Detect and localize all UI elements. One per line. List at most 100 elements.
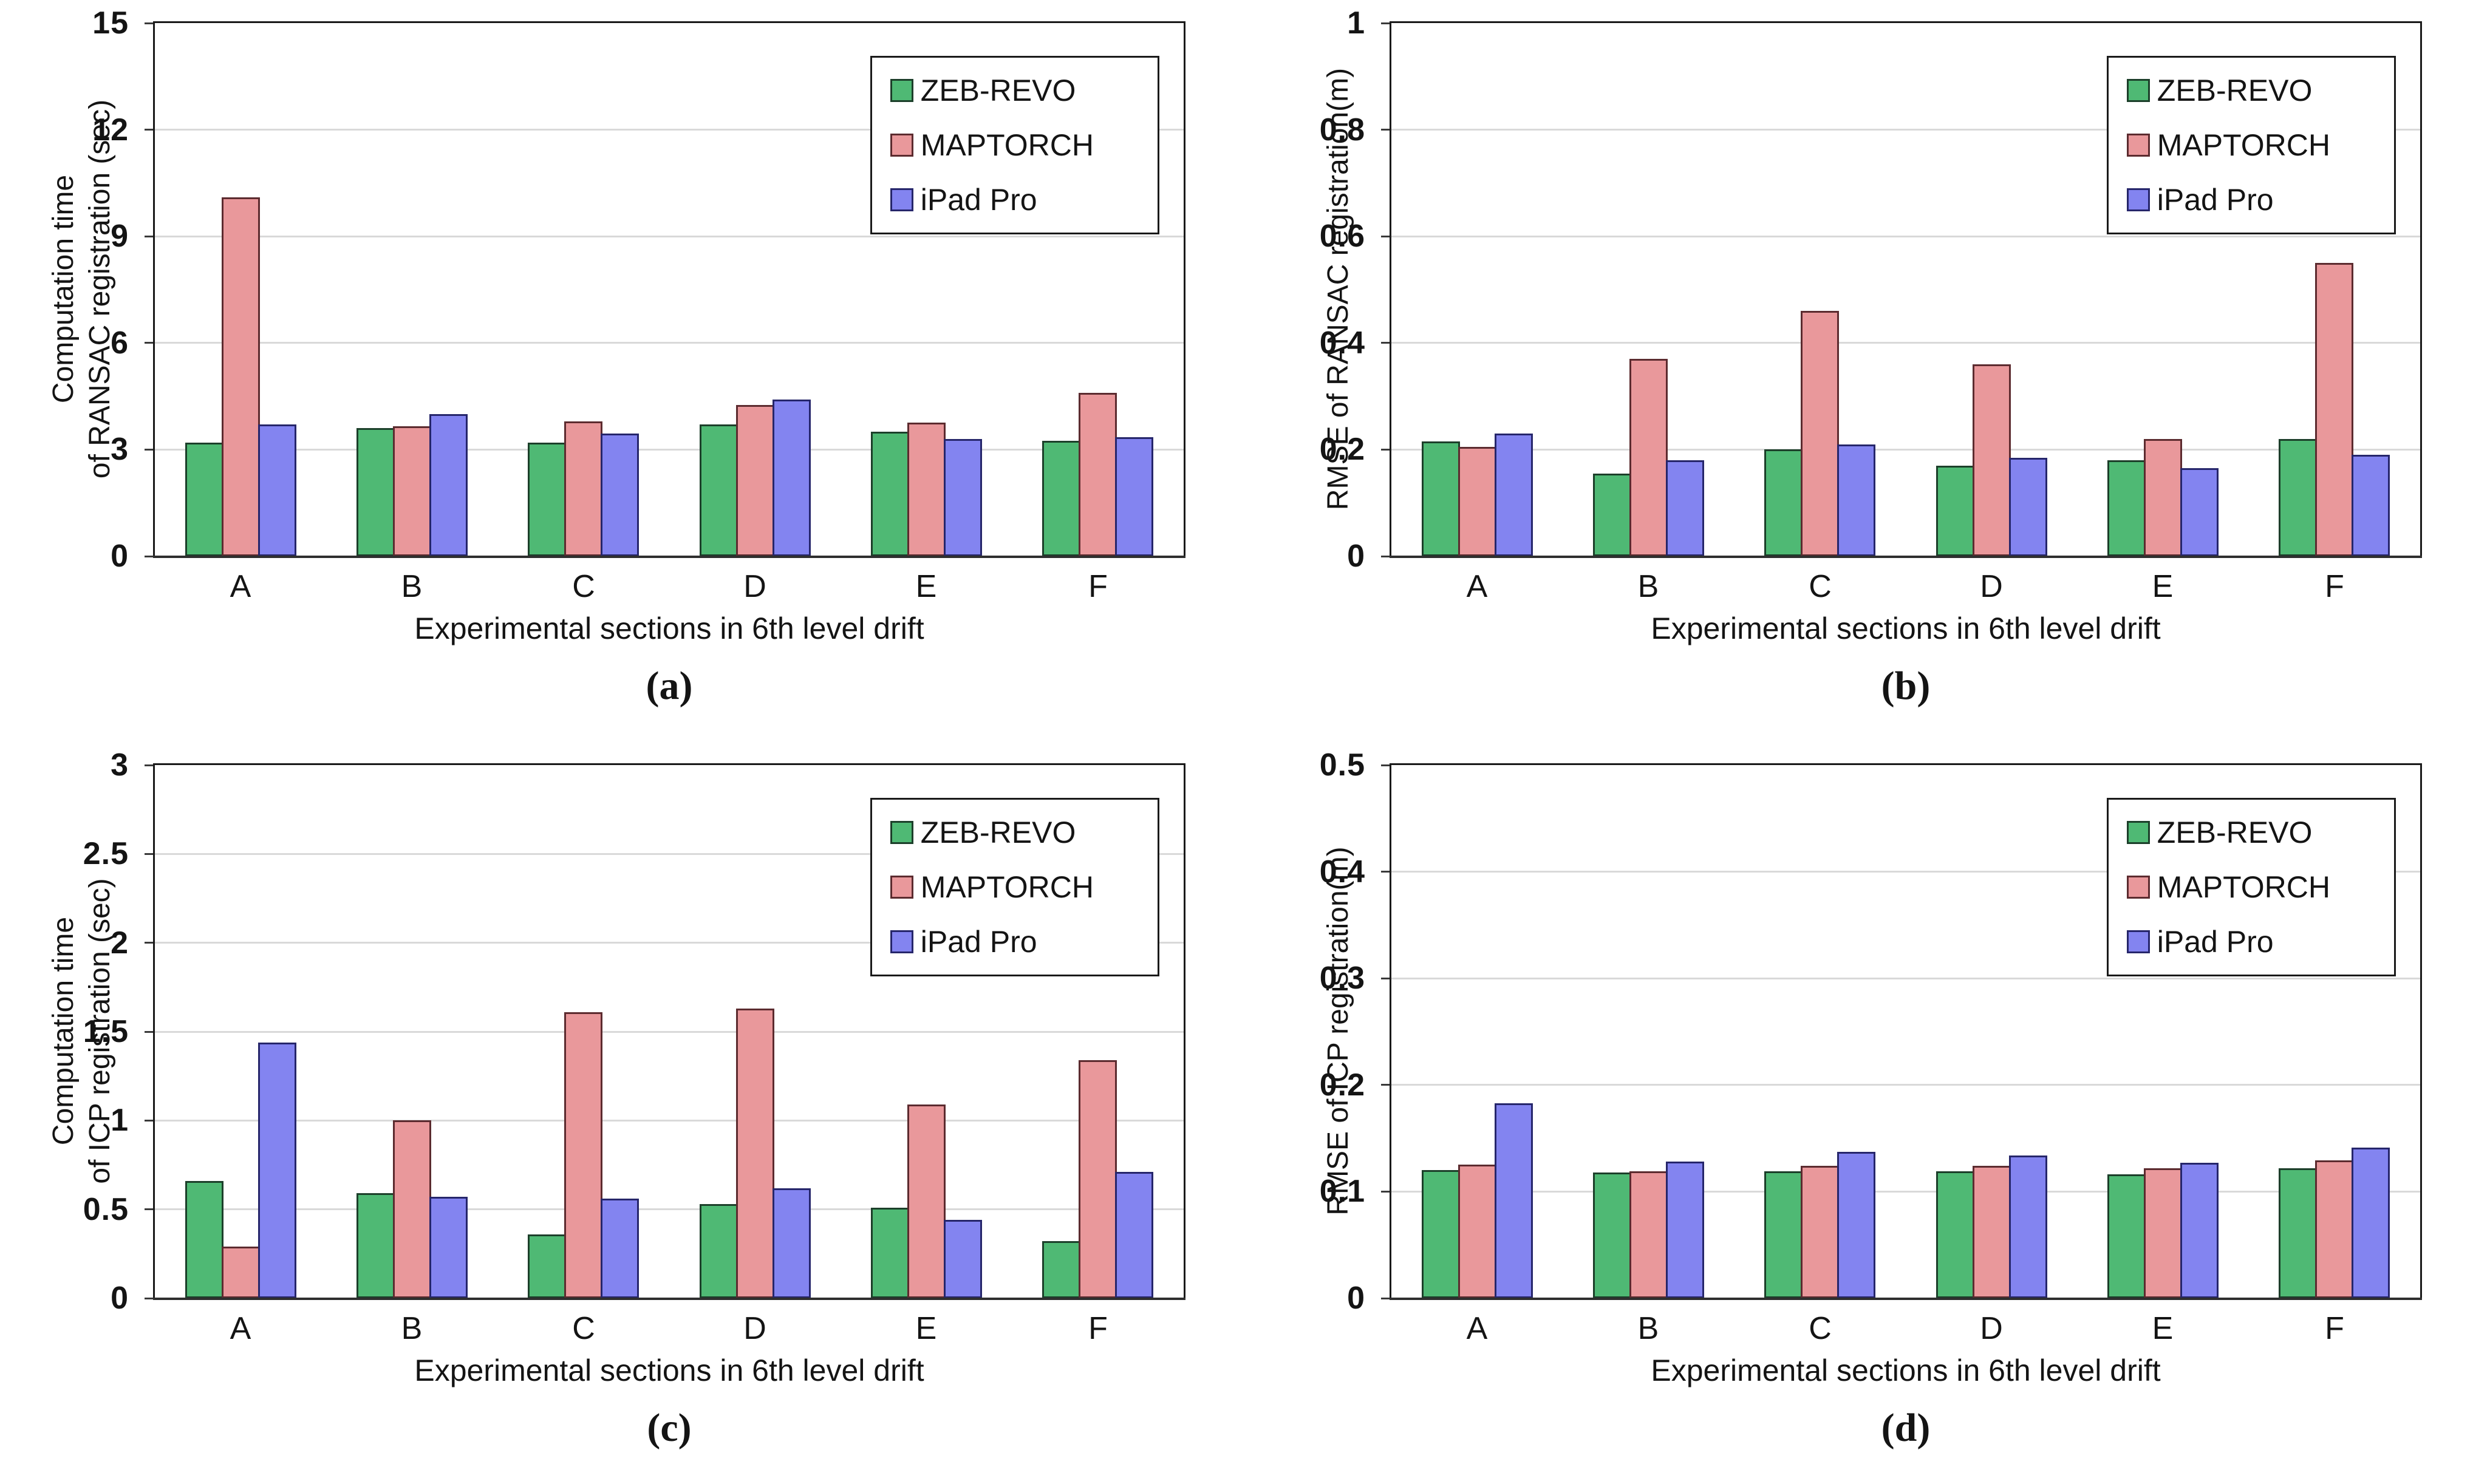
bar-a-A-iPad Pro — [258, 424, 296, 556]
bar-d-B-MAPTORCH — [1629, 1171, 1668, 1298]
gridline-y-1.5 — [155, 1030, 1184, 1033]
x-category-label-B: B — [401, 1311, 423, 1346]
gridline-y-2.5 — [155, 853, 1184, 855]
plot-area: ZEB-REVO MAPTORCH iPad Pro — [145, 21, 1185, 558]
y-tick-label: 2.5 — [83, 836, 129, 872]
bar-b-D-MAPTORCH — [1973, 364, 2011, 556]
y-tick-mark — [1381, 871, 1390, 873]
bar-c-F-ZEB-REVO — [1042, 1241, 1080, 1298]
legend-item: MAPTORCH — [2126, 870, 2330, 904]
y-tick-label: 0.8 — [1319, 112, 1365, 148]
y-tick-label: 0 — [1347, 539, 1365, 574]
bar-b-B-iPad Pro — [1666, 460, 1704, 556]
bar-c-A-MAPTORCH — [222, 1247, 260, 1298]
y-tick-label: 1 — [1347, 5, 1365, 41]
subfigure-caption-a: (a) — [646, 664, 693, 708]
x-category-label-B: B — [1637, 1311, 1659, 1346]
bar-d-E-ZEB-REVO — [2107, 1174, 2146, 1298]
bar-d-A-iPad Pro — [1495, 1103, 1533, 1298]
bar-d-C-MAPTORCH — [1801, 1166, 1839, 1298]
bar-d-F-MAPTORCH — [2315, 1160, 2353, 1298]
chart-panel-a: Computation time of RANSAC registration … — [0, 0, 1236, 742]
legend: ZEB-REVO MAPTORCH iPad Pro — [2106, 56, 2396, 234]
y-tick-label: 0.4 — [1319, 325, 1365, 361]
x-category-label-E: E — [915, 569, 937, 604]
bar-c-E-iPad Pro — [944, 1220, 982, 1298]
y-tick-label: 0.5 — [83, 1191, 129, 1227]
x-axis-line — [1390, 1298, 2422, 1300]
y-tick-label: 0.1 — [1319, 1174, 1365, 1210]
bar-c-B-iPad Pro — [429, 1197, 468, 1298]
y-tick-mark — [1381, 1190, 1390, 1193]
legend-label: MAPTORCH — [920, 870, 1094, 904]
gridline-y-1 — [155, 1119, 1184, 1122]
legend-label: MAPTORCH — [2157, 128, 2330, 162]
x-category-label-D: D — [743, 569, 766, 604]
bar-d-D-ZEB-REVO — [1936, 1171, 1974, 1298]
legend: ZEB-REVO MAPTORCH iPad Pro — [870, 56, 1159, 234]
legend-swatch-maptorch — [2126, 876, 2150, 899]
gridline-y-0.4 — [1391, 342, 2420, 344]
y-tick-mark — [145, 1119, 153, 1122]
y-tick-label: 6 — [111, 325, 129, 361]
legend-swatch-ipad-pro — [890, 930, 913, 953]
bar-d-F-iPad Pro — [2352, 1148, 2390, 1298]
x-category-label-D: D — [1980, 1311, 2003, 1346]
y-tick-label: 9 — [111, 219, 129, 254]
legend-label: ZEB-REVO — [920, 73, 1076, 107]
legend-label: ZEB-REVO — [2157, 815, 2313, 849]
bar-b-C-MAPTORCH — [1801, 311, 1839, 556]
legend-label: MAPTORCH — [920, 128, 1094, 162]
x-axis-title: Experimental sections in 6th level drift — [1651, 611, 2161, 645]
x-axis-title: Experimental sections in 6th level drift — [414, 611, 924, 645]
legend-label: ZEB-REVO — [920, 815, 1076, 849]
x-category-label-C: C — [1809, 1311, 1832, 1346]
y-tick-label: 1.5 — [83, 1014, 129, 1049]
legend-swatch-ipad-pro — [2126, 188, 2150, 211]
legend-item: iPad Pro — [890, 925, 1094, 959]
legend-item: MAPTORCH — [2126, 128, 2330, 162]
legend-label: iPad Pro — [920, 925, 1037, 959]
bar-a-D-iPad Pro — [773, 400, 811, 556]
bar-c-D-iPad Pro — [773, 1188, 811, 1298]
bar-b-A-ZEB-REVO — [1422, 441, 1460, 556]
bar-b-A-iPad Pro — [1495, 434, 1533, 556]
bar-c-B-ZEB-REVO — [356, 1193, 395, 1298]
bar-a-E-iPad Pro — [944, 439, 982, 556]
y-tick-label: 0 — [111, 539, 129, 574]
y-tick-label: 3 — [111, 432, 129, 468]
legend-label: iPad Pro — [2157, 183, 2274, 217]
bar-a-B-ZEB-REVO — [356, 428, 395, 556]
y-tick-label: 0.2 — [1319, 1067, 1365, 1103]
bar-a-B-MAPTORCH — [393, 426, 431, 556]
bar-c-D-ZEB-REVO — [700, 1204, 738, 1298]
y-axis-title: Computation time of RANSAC registration … — [46, 100, 118, 478]
gridline-y-0.2 — [1391, 1084, 2420, 1086]
chart-panel-d: RMSE of ICP registration(m) ZEB-REVO MAP… — [1236, 742, 2473, 1484]
x-category-label-B: B — [401, 569, 423, 604]
gridline-y-0.1 — [1391, 1190, 2420, 1193]
y-tick-mark — [145, 853, 153, 855]
legend-label: iPad Pro — [2157, 925, 2274, 959]
gridline-y-6 — [155, 342, 1184, 344]
y-tick-label: 3 — [111, 747, 129, 783]
legend-item: ZEB-REVO — [2126, 73, 2330, 107]
x-category-label-E: E — [2152, 1311, 2174, 1346]
x-category-label-B: B — [1637, 569, 1659, 604]
gridline-y-0.6 — [1391, 235, 2420, 237]
x-category-label-D: D — [743, 1311, 766, 1346]
x-category-label-A: A — [230, 1311, 251, 1346]
bar-a-C-ZEB-REVO — [528, 443, 566, 556]
bar-b-E-ZEB-REVO — [2107, 460, 2146, 556]
bar-d-B-iPad Pro — [1666, 1162, 1704, 1298]
bar-a-B-iPad Pro — [429, 414, 468, 556]
bar-c-A-iPad Pro — [258, 1043, 296, 1298]
x-category-label-F: F — [1088, 1311, 1108, 1346]
y-tick-label: 0.4 — [1319, 854, 1365, 890]
bar-a-C-MAPTORCH — [564, 421, 602, 556]
legend-swatch-ipad-pro — [890, 188, 913, 211]
bar-d-D-MAPTORCH — [1973, 1166, 2011, 1298]
y-tick-label: 0 — [1347, 1281, 1365, 1316]
bar-d-E-MAPTORCH — [2144, 1168, 2182, 1298]
plot-area: ZEB-REVO MAPTORCH iPad Pro — [1381, 21, 2422, 558]
